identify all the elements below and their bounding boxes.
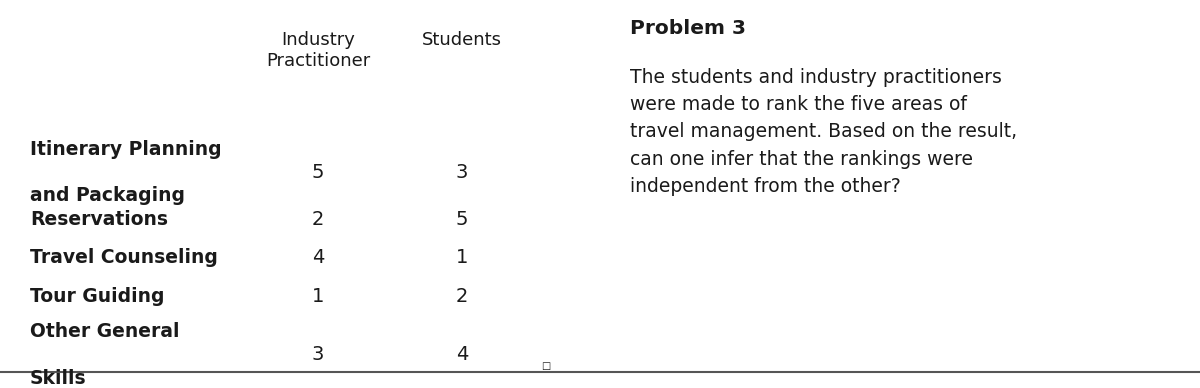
Text: 2: 2	[312, 210, 324, 229]
Text: Travel Counseling: Travel Counseling	[30, 248, 218, 267]
Text: Reservations: Reservations	[30, 210, 168, 229]
Text: Other General: Other General	[30, 322, 180, 341]
Text: 4: 4	[312, 248, 324, 267]
Text: 1: 1	[456, 248, 468, 267]
Text: 5: 5	[312, 163, 324, 182]
Text: Skills: Skills	[30, 369, 86, 388]
Text: 3: 3	[312, 345, 324, 364]
Text: 3: 3	[456, 163, 468, 182]
Text: □: □	[541, 361, 551, 371]
Text: and Packaging: and Packaging	[30, 186, 185, 205]
Text: 2: 2	[456, 287, 468, 306]
Text: 1: 1	[312, 287, 324, 306]
Text: Tour Guiding: Tour Guiding	[30, 287, 164, 306]
Text: 5: 5	[456, 210, 468, 229]
Text: The students and industry practitioners
were made to rank the five areas of
trav: The students and industry practitioners …	[630, 68, 1018, 196]
Text: Students: Students	[422, 31, 502, 49]
Text: Problem 3: Problem 3	[630, 19, 746, 38]
Text: 4: 4	[456, 345, 468, 364]
Text: Itinerary Planning: Itinerary Planning	[30, 140, 222, 159]
Text: Industry
Practitioner: Industry Practitioner	[266, 31, 370, 70]
